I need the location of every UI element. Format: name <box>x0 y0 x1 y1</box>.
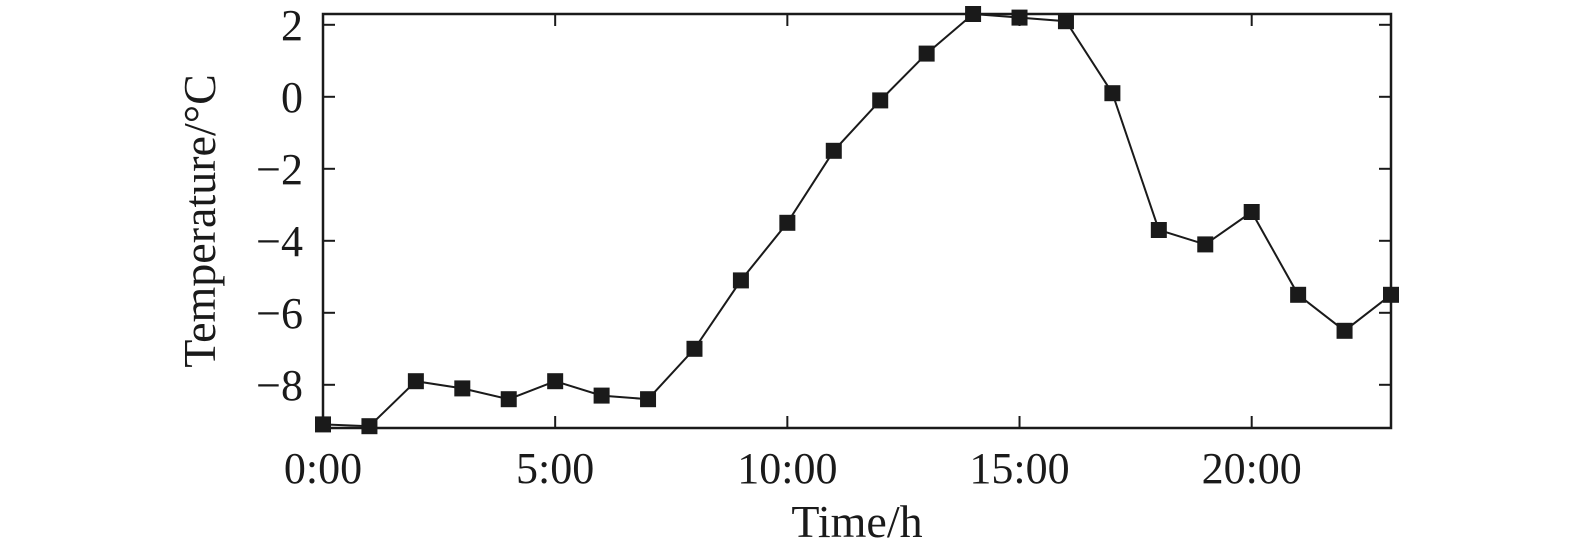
data-point-marker <box>686 340 703 357</box>
data-point-marker <box>1104 85 1121 102</box>
y-tick-label: −6 <box>256 289 303 338</box>
data-point-marker <box>872 92 889 109</box>
y-tick-label: −2 <box>256 145 303 194</box>
x-tick-label: 15:00 <box>969 444 1069 493</box>
x-tick-label: 20:00 <box>1202 444 1302 493</box>
data-point-marker <box>1057 13 1074 30</box>
data-point-marker <box>361 418 378 435</box>
data-point-marker <box>1336 322 1353 339</box>
data-point-marker <box>454 380 471 397</box>
y-tick-label: −4 <box>256 217 303 266</box>
x-tick-label: 0:00 <box>284 444 362 493</box>
x-tick-label: 5:00 <box>516 444 594 493</box>
data-point-marker <box>1243 204 1260 220</box>
ticks-layer: 0:00 5:00 10:00 15:00 20:00 −8 −6 −4 −2 0 2 <box>256 1 1391 493</box>
plot-frame <box>321 12 1393 430</box>
data-point-marker <box>918 45 935 62</box>
series-line <box>322 12 1392 428</box>
data-point-marker <box>1197 236 1214 253</box>
data-point-marker <box>825 142 842 159</box>
x-tick-label: 10:00 <box>737 444 837 493</box>
data-point-marker <box>779 214 796 231</box>
data-point-marker <box>640 391 657 408</box>
y-tick-label: 2 <box>281 1 303 50</box>
data-point-marker <box>732 272 749 289</box>
data-point-marker <box>1290 286 1307 303</box>
y-axis-title: Temperature/°C <box>174 74 225 368</box>
data-point-marker <box>1150 222 1167 238</box>
y-tick-label: 0 <box>281 73 303 122</box>
series-layer <box>315 6 1399 435</box>
data-point-marker <box>547 373 564 390</box>
data-point-marker <box>593 387 610 404</box>
y-tick-label: −8 <box>256 361 303 410</box>
x-axis-title: Time/h <box>791 496 922 547</box>
data-point-marker <box>500 391 517 408</box>
data-point-marker <box>407 373 424 390</box>
